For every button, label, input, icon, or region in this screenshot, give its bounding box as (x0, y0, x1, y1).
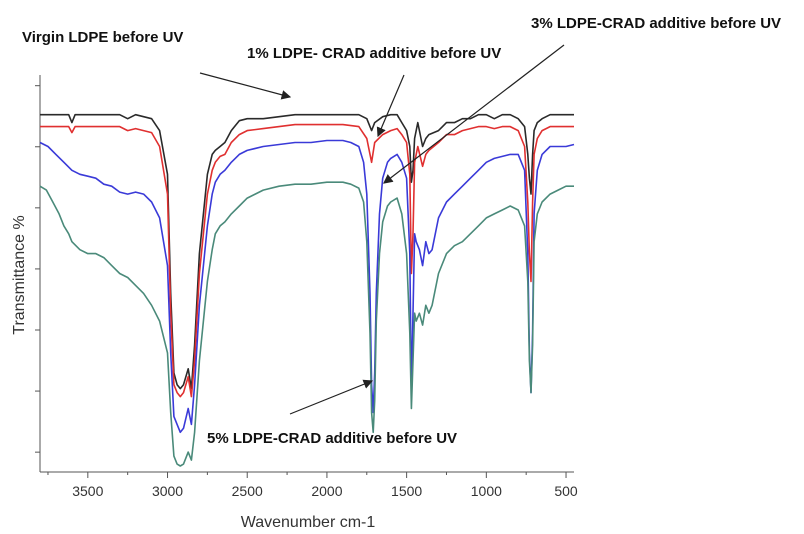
annotations: Virgin LDPE before UV 1% LDPE- CRAD addi… (22, 15, 781, 447)
series-lines (39, 113, 575, 467)
y-axis-label: Transmittance % (11, 215, 28, 334)
axes: 3500 3000 2500 2000 1500 1000 500 (35, 75, 578, 499)
x-tick-label: 2500 (232, 483, 263, 499)
annotation-5pct-ldpe-crad: 5% LDPE-CRAD additive before UV (207, 430, 457, 447)
x-tick-label: 1500 (391, 483, 422, 499)
series-line-virgin-ldpe-before-uv (40, 113, 574, 390)
annotation-1pct-ldpe-crad: 1% LDPE- CRAD additive before UV (247, 45, 501, 62)
series-line-1pct-ldpe-crad-additive-before-uv (40, 123, 574, 398)
x-tick-label: 1000 (471, 483, 502, 499)
x-tick-label: 3000 (152, 483, 183, 499)
x-tick-label: 3500 (72, 483, 103, 499)
series-line-3pct-ldpe-crad-additive-before-uv (39, 139, 575, 434)
x-axis-label: Wavenumber cm-1 (241, 514, 376, 531)
arrow-3pct-ldpe-crad (383, 44, 565, 184)
arrow-1pct-ldpe-crad (376, 74, 405, 138)
annotation-virgin-ldpe: Virgin LDPE before UV (22, 29, 183, 46)
x-tick-label: 2000 (311, 483, 342, 499)
arrow-5pct-ldpe-crad (289, 379, 374, 415)
x-tick-label: 500 (554, 483, 578, 499)
series-line-5pct-ldpe-crad-additive-before-uv (39, 181, 574, 467)
arrow-virgin-ldpe (199, 72, 292, 100)
annotation-3pct-ldpe-crad: 3% LDPE-CRAD additive before UV (531, 15, 781, 32)
annotation-arrows (199, 44, 565, 415)
